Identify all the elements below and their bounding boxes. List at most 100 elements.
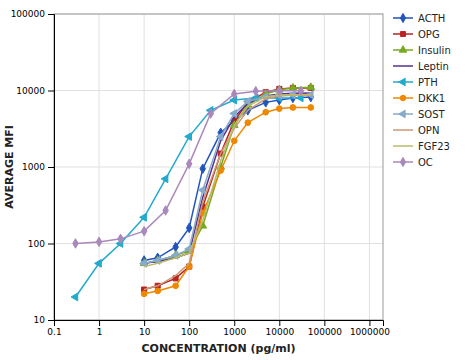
legend-marker bbox=[401, 32, 406, 37]
tick: 100 bbox=[28, 239, 54, 249]
marker bbox=[155, 288, 161, 294]
marker bbox=[253, 86, 258, 95]
marker bbox=[263, 109, 269, 115]
legend-item: Insulin bbox=[393, 45, 451, 56]
marker bbox=[232, 89, 237, 98]
tick-mark bbox=[99, 320, 100, 326]
series bbox=[141, 105, 313, 297]
legend-marker bbox=[399, 46, 406, 52]
tick-mark bbox=[48, 167, 54, 168]
legend: ACTH OPG Insulin Leptin PTH DKK1 SOST OPN FGF23 O… bbox=[393, 13, 451, 168]
series bbox=[144, 93, 311, 263]
tick: 10 bbox=[139, 320, 151, 337]
series bbox=[142, 85, 314, 292]
chart: 0.1 1 10 100 1000 10000 100000 1000000 10 100 1000… bbox=[0, 0, 467, 360]
legend-marker bbox=[399, 110, 405, 117]
series bbox=[141, 92, 313, 265]
tick-mark bbox=[324, 320, 325, 326]
legend-item: OPG bbox=[393, 29, 440, 40]
x-axis-title: CONCENTRATION (pg/ml) bbox=[141, 342, 295, 355]
line bbox=[144, 88, 311, 290]
legend-label: ACTH bbox=[418, 13, 445, 24]
tick-mark bbox=[279, 320, 280, 326]
plot-frame bbox=[54, 14, 383, 320]
tick-label: 10 bbox=[139, 327, 151, 337]
tick-mark bbox=[48, 91, 54, 92]
tick: 10 bbox=[34, 315, 54, 325]
tick-label: 1000 bbox=[223, 327, 246, 337]
legend-label: Leptin bbox=[418, 61, 449, 72]
legend-item: PTH bbox=[393, 77, 438, 88]
tick: 0.1 bbox=[47, 320, 61, 337]
marker bbox=[200, 164, 205, 173]
marker bbox=[277, 86, 282, 95]
marker bbox=[208, 109, 213, 118]
legend-swatch bbox=[393, 129, 413, 131]
line bbox=[76, 91, 301, 244]
marker bbox=[298, 86, 303, 95]
legend-marker bbox=[400, 13, 405, 22]
legend-label: OPG bbox=[418, 29, 440, 40]
line bbox=[144, 93, 311, 263]
legend-label: Insulin bbox=[418, 45, 451, 56]
marker bbox=[186, 159, 191, 168]
tick-mark bbox=[48, 244, 54, 245]
tick-mark bbox=[144, 320, 145, 326]
legend-marker bbox=[399, 78, 405, 85]
tick: 10000 bbox=[16, 86, 54, 96]
legend-marker bbox=[400, 157, 405, 166]
line bbox=[144, 107, 311, 293]
marker bbox=[231, 138, 237, 144]
marker bbox=[141, 291, 147, 297]
legend-item: DKK1 bbox=[393, 93, 445, 104]
marker bbox=[290, 105, 296, 111]
tick: 100 bbox=[181, 320, 198, 337]
tick: 1 bbox=[97, 320, 103, 337]
marker bbox=[230, 110, 237, 118]
y-axis: 10 100 1000 10000 100000 bbox=[11, 9, 55, 325]
marker bbox=[185, 133, 192, 141]
marker bbox=[216, 133, 223, 141]
marker bbox=[161, 175, 168, 183]
grid-line-y bbox=[54, 90, 383, 91]
legend-label: DKK1 bbox=[418, 93, 445, 104]
legend-item: ACTH bbox=[393, 13, 445, 24]
marker bbox=[73, 239, 78, 248]
marker bbox=[118, 234, 123, 243]
tick-mark bbox=[48, 320, 54, 321]
line bbox=[76, 98, 301, 297]
tick: 1000 bbox=[22, 162, 54, 172]
legend-label: OPN bbox=[418, 125, 439, 136]
legend-marker bbox=[400, 95, 406, 101]
marker bbox=[186, 223, 191, 232]
legend-item: Leptin bbox=[393, 61, 449, 72]
series bbox=[144, 95, 311, 267]
series-group bbox=[71, 83, 315, 301]
marker bbox=[307, 83, 315, 90]
tick: 100000 bbox=[11, 9, 54, 19]
tick-label: 100000 bbox=[308, 327, 343, 337]
series bbox=[144, 95, 311, 289]
marker bbox=[95, 259, 102, 267]
legend-label: PTH bbox=[418, 77, 438, 88]
marker bbox=[243, 98, 250, 106]
marker bbox=[198, 186, 205, 194]
grid bbox=[54, 14, 383, 320]
marker bbox=[71, 293, 78, 301]
legend-item: OC bbox=[393, 157, 433, 168]
line bbox=[144, 97, 311, 260]
y-axis-title: AVERAGE MFI bbox=[3, 125, 16, 209]
tick-mark bbox=[48, 14, 54, 15]
axis-line bbox=[48, 15, 55, 321]
legend-label: SOST bbox=[418, 109, 446, 120]
legend-label: FGF23 bbox=[418, 141, 450, 152]
tick-label: 10000 bbox=[265, 327, 294, 337]
tick: 1000000 bbox=[350, 320, 390, 337]
legend-label: OC bbox=[418, 157, 433, 168]
marker bbox=[96, 237, 101, 246]
marker bbox=[276, 106, 282, 112]
axis-line bbox=[55, 321, 384, 327]
tick-label: 10000 bbox=[16, 86, 45, 96]
line bbox=[144, 87, 311, 263]
tick-label: 100 bbox=[28, 239, 45, 249]
